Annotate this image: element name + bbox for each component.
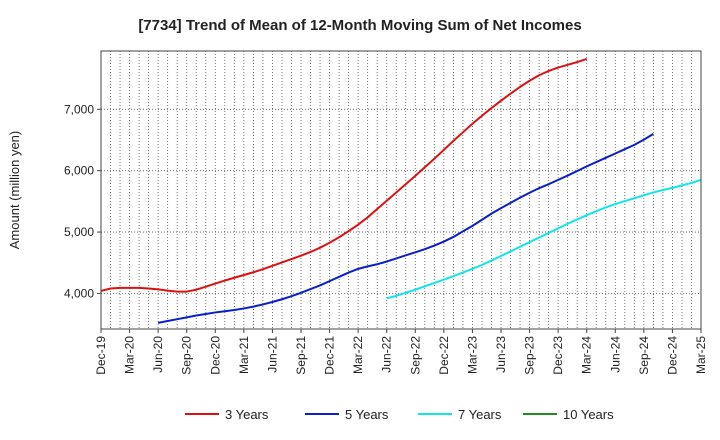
x-tick-label: Sep-22 xyxy=(408,336,422,375)
x-tick-label: Dec-23 xyxy=(551,336,565,375)
x-tick-label: Jun-23 xyxy=(494,336,508,373)
legend-label: 10 Years xyxy=(563,407,614,422)
x-tick-label: Jun-20 xyxy=(151,336,165,373)
x-tick-label: Jun-22 xyxy=(380,336,394,373)
y-tick-label: 7,000 xyxy=(64,102,94,116)
series-line-3-years xyxy=(100,58,588,293)
x-tick-label: Sep-24 xyxy=(637,336,651,375)
x-axis-ticks: Dec-19 Mar-20 Jun-20 Sep-20 Dec-20 Mar-21 Jun-… xyxy=(94,329,708,375)
x-tick-label: Sep-23 xyxy=(523,336,537,375)
legend-label: 3 Years xyxy=(225,407,269,422)
x-tick-label: Dec-22 xyxy=(437,336,451,375)
y-tick-label: 5,000 xyxy=(64,225,94,239)
x-tick-label: Mar-23 xyxy=(465,336,479,374)
chart-title: [7734] Trend of Mean of 12-Month Moving … xyxy=(138,17,581,34)
x-tick-label: Dec-20 xyxy=(208,336,222,375)
legend-label: 7 Years xyxy=(458,407,502,422)
y-tick-label: 6,000 xyxy=(64,164,94,178)
x-tick-label: Jun-21 xyxy=(265,336,279,373)
plot-background xyxy=(101,51,701,329)
x-tick-label: Sep-20 xyxy=(180,336,194,375)
series-line-7-years xyxy=(386,178,702,300)
x-tick-label: Mar-20 xyxy=(123,336,137,374)
x-tick-label: Mar-24 xyxy=(580,336,594,374)
x-tick-label: Mar-25 xyxy=(694,336,708,374)
series-layer xyxy=(100,58,702,324)
legend-label: 5 Years xyxy=(345,407,389,422)
x-tick-label: Dec-21 xyxy=(323,336,337,375)
x-tick-label: Mar-21 xyxy=(237,336,251,374)
y-tick-label: 4,000 xyxy=(64,286,94,300)
y-axis-ticks: 4,000 5,000 6,000 7,000 xyxy=(64,102,101,300)
x-tick-label: Dec-24 xyxy=(665,336,679,375)
series-line-5-years xyxy=(157,132,654,324)
x-tick-label: Dec-19 xyxy=(94,336,108,375)
legend: 3 Years 5 Years 7 Years 10 Years xyxy=(185,407,614,422)
plot-area xyxy=(100,50,702,330)
y-axis-label: Amount (million yen) xyxy=(7,131,22,250)
x-tick-label: Sep-21 xyxy=(294,336,308,375)
plot-border xyxy=(100,50,702,330)
x-tick-label: Mar-22 xyxy=(351,336,365,374)
x-tick-label: Jun-24 xyxy=(608,336,622,373)
